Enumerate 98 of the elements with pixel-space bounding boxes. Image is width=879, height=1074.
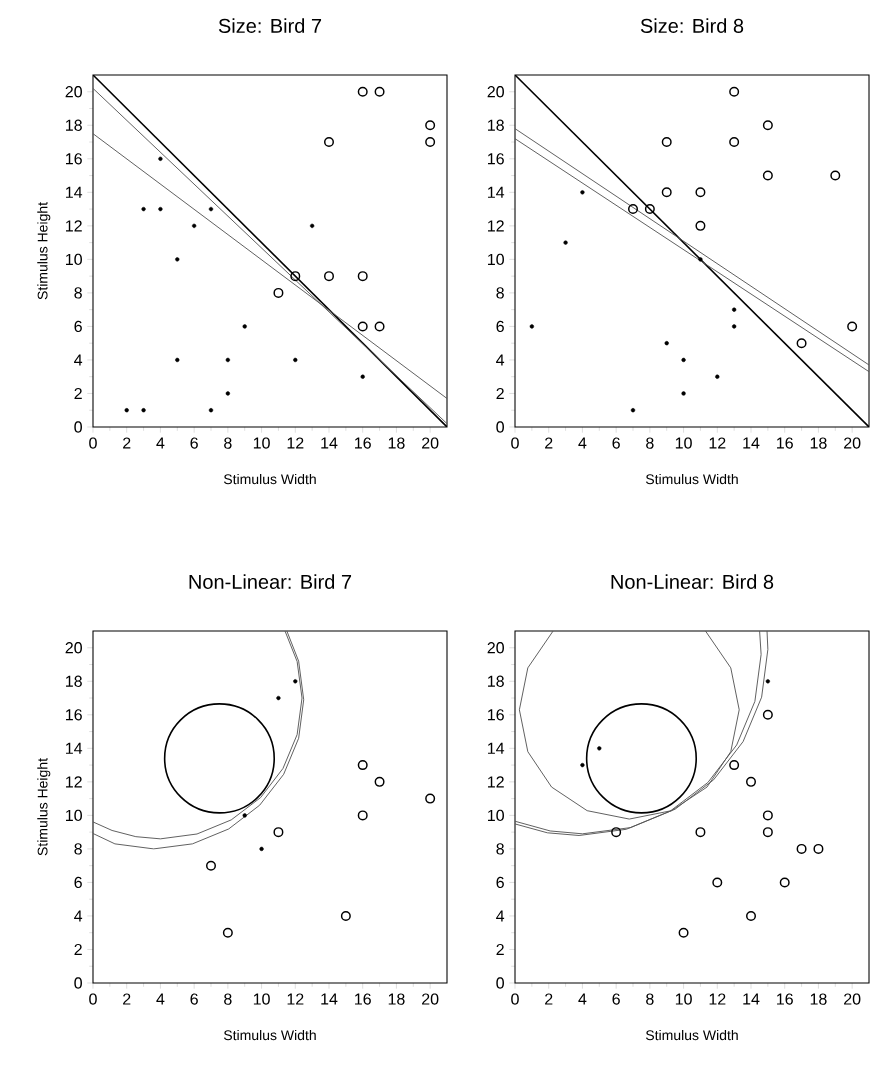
x-tick-label: 0 xyxy=(511,993,519,1005)
x-tick-label: 6 xyxy=(190,437,198,449)
y-tick-label: 10 xyxy=(488,809,504,822)
y-tick-label: 14 xyxy=(66,742,83,754)
y-tick-label: 2 xyxy=(74,387,82,400)
x-tick-label: 18 xyxy=(388,993,405,1005)
y-tick-label: 18 xyxy=(66,675,82,687)
y-tick-label: 12 xyxy=(66,776,82,788)
y-tick-label: 6 xyxy=(496,876,504,889)
y-tick-label: 4 xyxy=(496,354,505,366)
y-tick-label: 18 xyxy=(488,119,504,131)
x-tick-label: 12 xyxy=(709,437,726,449)
x-axis-title: Stimulus Width xyxy=(645,1029,738,1041)
x-axis-title: Stimulus Width xyxy=(223,473,316,485)
y-tick-label: 12 xyxy=(488,776,504,788)
x-tick-label: 8 xyxy=(224,437,232,449)
x-tick-label: 18 xyxy=(810,993,827,1005)
y-tick-label: 20 xyxy=(65,642,82,654)
y-tick-label: 8 xyxy=(496,843,504,855)
y-tick-label: 12 xyxy=(66,220,82,232)
y-axis-title: Stimulus Height xyxy=(37,202,51,300)
x-tick-label: 0 xyxy=(511,437,519,449)
chart-title: Size: Bird 7 xyxy=(218,18,322,33)
y-tick-label: 6 xyxy=(74,876,82,889)
x-tick-label: 14 xyxy=(321,993,338,1005)
y-tick-label: 0 xyxy=(496,421,504,433)
y-tick-label: 14 xyxy=(66,186,83,198)
x-tick-label: 8 xyxy=(224,993,232,1005)
x-tick-label: 16 xyxy=(355,993,371,1005)
chart-title: Size: Bird 8 xyxy=(640,18,744,33)
x-tick-label: 14 xyxy=(743,993,760,1005)
x-tick-label: 12 xyxy=(709,993,726,1005)
x-tick-label: 4 xyxy=(156,437,165,449)
x-tick-label: 8 xyxy=(646,437,654,449)
x-tick-label: 12 xyxy=(287,437,304,449)
x-tick-label: 2 xyxy=(545,993,553,1005)
x-tick-label: 20 xyxy=(844,993,861,1005)
x-tick-label: 2 xyxy=(123,437,131,449)
y-tick-label: 14 xyxy=(488,186,505,198)
y-tick-label: 20 xyxy=(487,86,504,98)
x-tick-label: 4 xyxy=(578,993,587,1005)
x-tick-label: 6 xyxy=(612,993,620,1005)
y-tick-label: 4 xyxy=(74,910,83,922)
y-tick-label: 16 xyxy=(66,709,82,721)
x-tick-label: 14 xyxy=(321,437,338,449)
x-tick-label: 0 xyxy=(89,993,97,1005)
y-tick-label: 14 xyxy=(488,742,505,754)
y-tick-label: 6 xyxy=(496,320,504,333)
y-tick-label: 16 xyxy=(66,153,82,165)
y-tick-label: 20 xyxy=(487,642,504,654)
y-tick-label: 8 xyxy=(74,287,82,299)
x-tick-label: 6 xyxy=(612,437,620,449)
x-tick-label: 16 xyxy=(777,437,793,449)
x-tick-label: 10 xyxy=(253,437,270,449)
y-tick-label: 0 xyxy=(74,421,82,433)
x-tick-label: 8 xyxy=(646,993,654,1005)
x-tick-label: 20 xyxy=(422,437,439,449)
x-tick-label: 20 xyxy=(844,437,861,449)
x-tick-label: 12 xyxy=(287,993,304,1005)
y-tick-label: 16 xyxy=(488,709,504,721)
chart-title: Non-Linear: Bird 8 xyxy=(611,574,774,589)
y-tick-label: 2 xyxy=(496,943,504,956)
x-tick-label: 10 xyxy=(675,993,692,1005)
y-tick-label: 12 xyxy=(488,220,504,232)
x-tick-label: 6 xyxy=(190,993,198,1005)
y-tick-label: 10 xyxy=(66,253,82,266)
x-axis-title: Stimulus Width xyxy=(645,473,738,485)
y-tick-label: 8 xyxy=(496,287,504,299)
x-tick-label: 10 xyxy=(253,993,270,1005)
y-tick-label: 10 xyxy=(66,809,82,822)
y-tick-label: 2 xyxy=(74,943,82,956)
y-tick-label: 16 xyxy=(488,153,504,165)
y-tick-label: 18 xyxy=(66,119,82,131)
x-tick-label: 18 xyxy=(388,437,405,449)
y-tick-label: 18 xyxy=(488,675,504,687)
y-tick-label: 20 xyxy=(65,86,82,98)
y-tick-label: 4 xyxy=(496,910,505,922)
chart-title: Non-Linear: Bird 7 xyxy=(189,574,352,589)
x-tick-label: 10 xyxy=(675,437,692,449)
y-tick-label: 0 xyxy=(496,977,504,989)
x-tick-label: 4 xyxy=(156,993,165,1005)
y-tick-label: 10 xyxy=(488,253,504,266)
x-axis-title: Stimulus Width xyxy=(223,1029,316,1041)
y-axis-title: Stimulus Height xyxy=(37,758,51,856)
y-tick-label: 6 xyxy=(74,320,82,333)
x-tick-label: 20 xyxy=(422,993,439,1005)
x-tick-label: 18 xyxy=(810,437,827,449)
y-tick-label: 0 xyxy=(74,977,82,989)
x-tick-label: 16 xyxy=(355,437,371,449)
y-tick-label: 4 xyxy=(74,354,83,366)
y-tick-label: 2 xyxy=(496,387,504,400)
y-tick-label: 8 xyxy=(74,843,82,855)
x-tick-label: 0 xyxy=(89,437,97,449)
x-tick-label: 4 xyxy=(578,437,587,449)
x-tick-label: 14 xyxy=(743,437,760,449)
x-tick-label: 2 xyxy=(545,437,553,449)
x-tick-label: 2 xyxy=(123,993,131,1005)
x-tick-label: 16 xyxy=(777,993,793,1005)
